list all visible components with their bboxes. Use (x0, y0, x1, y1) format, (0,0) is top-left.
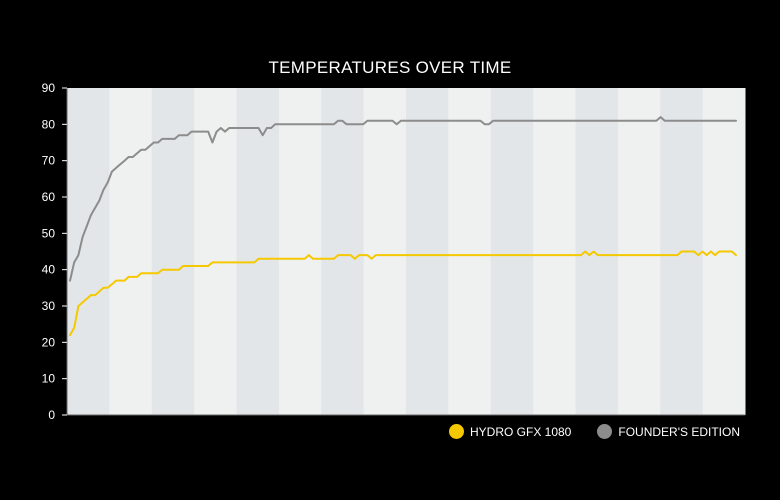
y-tick-label: 40 (42, 263, 56, 277)
y-tick-label: 70 (42, 154, 56, 168)
legend-item-hydro[interactable]: HYDRO GFX 1080 (448, 424, 572, 439)
background-band (490, 88, 534, 415)
background-band (406, 88, 449, 415)
background-band (236, 88, 280, 415)
background-band (617, 88, 661, 415)
background-band (448, 88, 492, 415)
legend-label-hydro: HYDRO GFX 1080 (469, 424, 572, 439)
y-tick-label: 80 (42, 117, 56, 131)
series-lines (69, 116, 737, 337)
legend-item-founders[interactable]: FOUNDER'S EDITION (597, 424, 740, 439)
background-band (194, 88, 237, 415)
y-axis-ticks: 0 10 20 30 40 50 60 70 80 90 (42, 81, 67, 422)
series-line-founders (69, 116, 737, 282)
y-tick-label: 50 (42, 226, 56, 240)
legend-label-founders: FOUNDER'S EDITION (618, 424, 740, 439)
background-band (575, 88, 619, 415)
y-tick-label: 60 (42, 190, 56, 204)
y-tick-label: 20 (42, 335, 56, 349)
background-band (109, 88, 153, 415)
background-band (363, 88, 407, 415)
axes (66, 88, 745, 416)
y-tick-label: 10 (42, 372, 56, 386)
background-band (151, 88, 195, 415)
series-line-hydro (69, 250, 737, 337)
background-band (533, 88, 576, 415)
chart-title: TEMPERATURES OVER TIME (268, 58, 512, 77)
y-tick-label: 0 (48, 408, 55, 422)
y-tick-label: 90 (42, 81, 56, 95)
background-band (278, 88, 322, 415)
background-band (321, 88, 365, 415)
legend-swatch-founders (597, 424, 613, 439)
plot-background (67, 88, 746, 415)
y-tick-label: 30 (42, 299, 56, 313)
legend: HYDRO GFX 1080 FOUNDER'S EDITION (448, 424, 740, 439)
legend-swatch-hydro (448, 424, 464, 439)
background-band (67, 88, 110, 415)
